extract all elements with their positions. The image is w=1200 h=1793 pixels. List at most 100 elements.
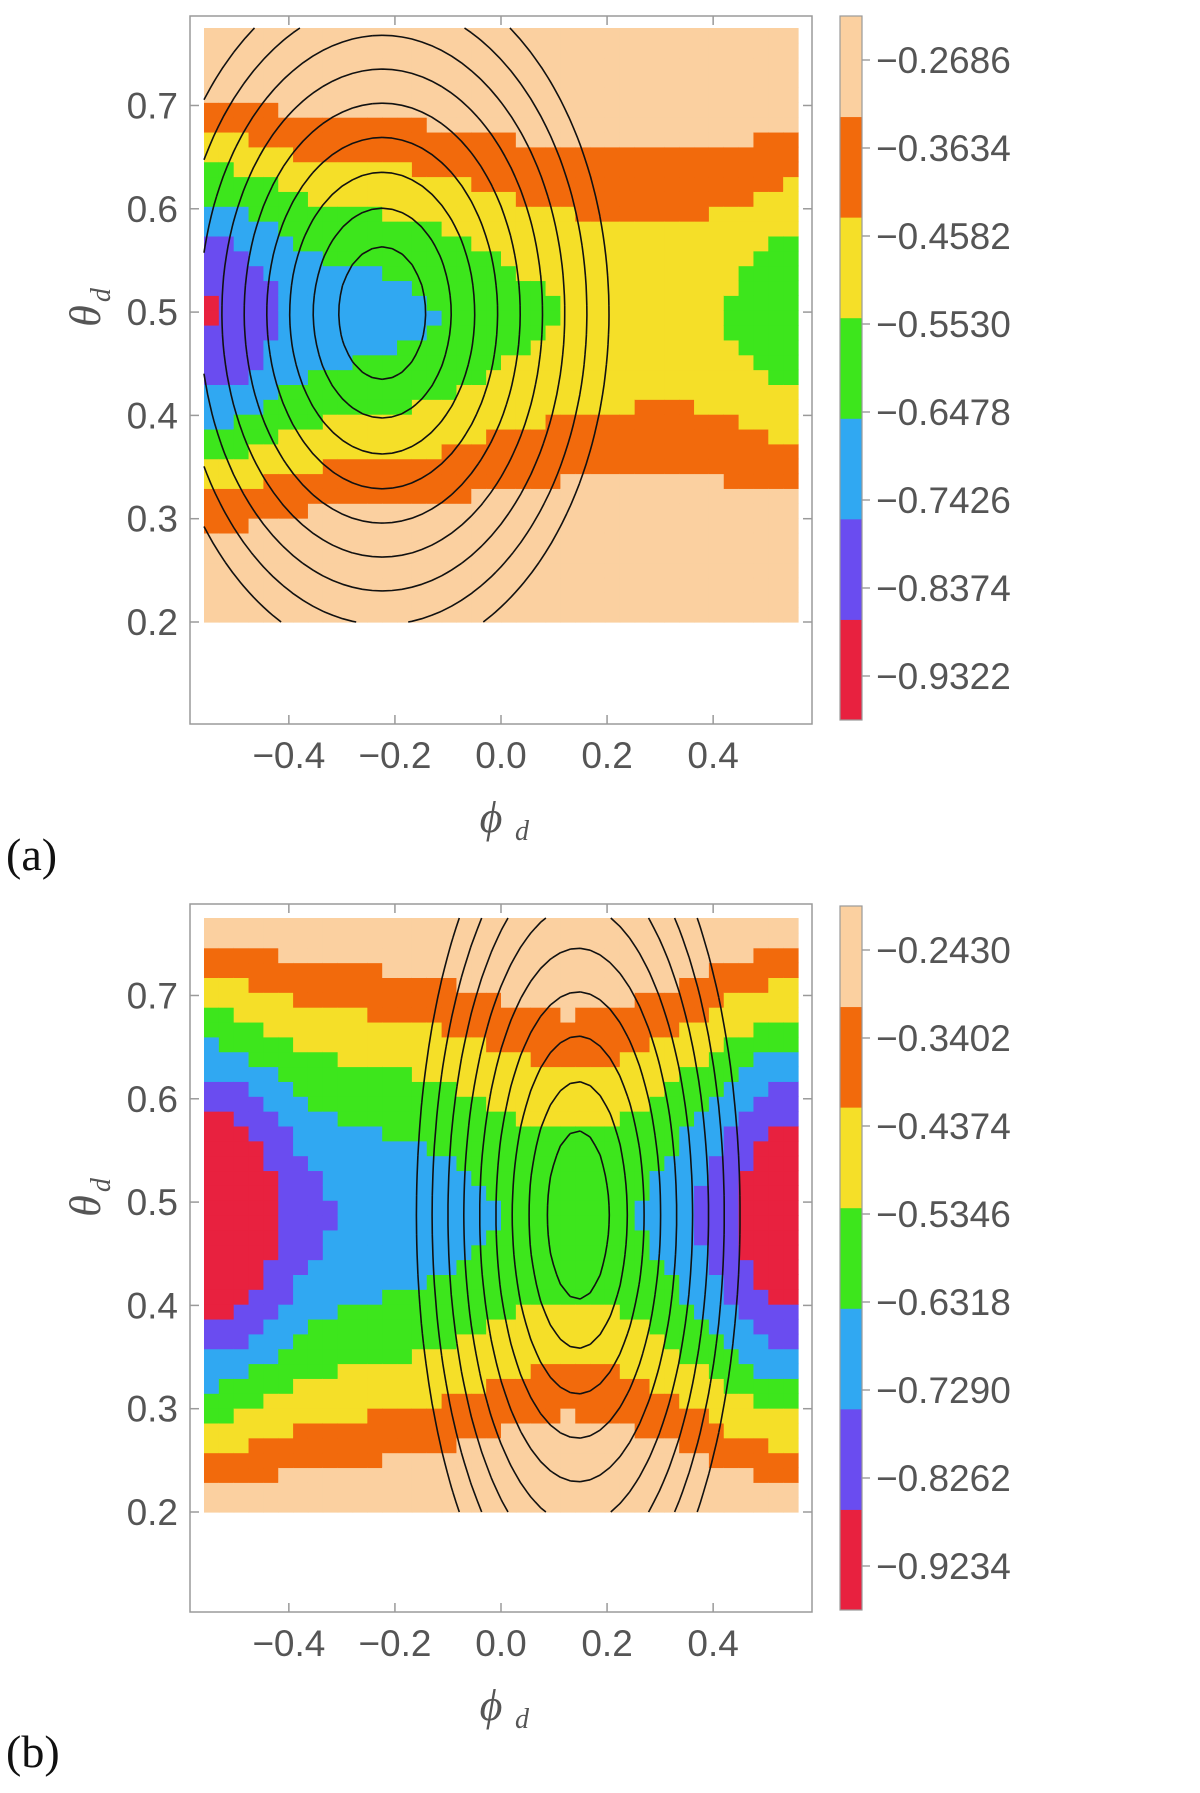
heatmap-cell [248, 1215, 264, 1231]
heatmap-cell [679, 206, 695, 222]
heatmap-cell [515, 1021, 532, 1038]
heatmap-cell [694, 473, 710, 489]
heatmap-cell [218, 1021, 235, 1038]
heatmap-cell [649, 1408, 665, 1424]
heatmap-cell [204, 354, 220, 371]
heatmap-cell [664, 176, 680, 192]
heatmap-cell [590, 918, 606, 934]
heatmap-cell [515, 57, 532, 74]
heatmap-cell [604, 918, 621, 934]
heatmap-cell [634, 42, 651, 59]
heatmap-cell [441, 131, 458, 148]
heatmap-cell [619, 1393, 636, 1409]
heatmap-cell [426, 1229, 443, 1246]
heatmap-cell [382, 280, 398, 296]
heatmap-cell [293, 42, 309, 59]
heatmap-cell [783, 265, 799, 282]
heatmap-cell [322, 547, 339, 564]
heatmap-cell [441, 1140, 458, 1157]
heatmap-cell [634, 458, 651, 475]
heatmap-cell [248, 577, 264, 593]
heatmap-cell [694, 1185, 710, 1201]
heatmap-cell [768, 1363, 784, 1379]
heatmap-cell [590, 235, 606, 252]
heatmap-cell [575, 1066, 591, 1082]
heatmap-cell [708, 488, 725, 504]
heatmap-cell [530, 992, 547, 1008]
heatmap-cell [768, 1200, 784, 1216]
heatmap-cell [263, 1378, 279, 1394]
heatmap-cell [515, 1111, 532, 1127]
heatmap-cell [753, 607, 769, 623]
heatmap-cell [783, 250, 799, 267]
heatmap-cell [515, 369, 532, 385]
heatmap-cell [441, 1051, 458, 1068]
heatmap-cell [204, 1348, 220, 1365]
heatmap-cell [397, 1393, 413, 1409]
heatmap-cell [515, 458, 532, 475]
heatmap-cell [278, 1111, 294, 1127]
heatmap-cell [204, 1482, 220, 1498]
heatmap-cell [486, 221, 502, 237]
heatmap-cell [664, 1200, 680, 1216]
heatmap-cell [248, 87, 264, 103]
heatmap-cell [441, 1497, 458, 1513]
heatmap-cell [664, 1007, 680, 1023]
heatmap-cell [604, 1497, 621, 1513]
heatmap-cell [679, 532, 695, 549]
heatmap-cell [649, 339, 665, 356]
contour-line [447, 917, 710, 1513]
heatmap-cell [382, 399, 398, 415]
heatmap-cell [441, 1318, 458, 1335]
heatmap-cell [263, 1021, 279, 1038]
y-axis-label-group: θd [61, 1177, 117, 1217]
heatmap-cell [753, 1051, 769, 1068]
heatmap-cell [218, 1140, 235, 1157]
heatmap-cell [501, 532, 517, 549]
heatmap-cell [218, 42, 235, 59]
heatmap-cell [397, 473, 413, 489]
heatmap-cell [322, 280, 339, 296]
heatmap-cell [248, 518, 264, 534]
heatmap-cell [322, 532, 339, 549]
heatmap-cell [619, 428, 636, 445]
heatmap-cell [575, 1422, 591, 1439]
heatmap-cell [530, 577, 547, 593]
heatmap-cell [233, 607, 250, 623]
heatmap-cell [783, 42, 799, 59]
heatmap-cell [515, 1081, 532, 1097]
heatmap-cell [738, 1259, 755, 1275]
heatmap-cell [530, 932, 547, 949]
heatmap-cell [768, 488, 784, 504]
contour-line [546, 1130, 611, 1300]
heatmap-cell [634, 1081, 651, 1097]
heatmap-cell [278, 265, 294, 282]
heatmap-cell [545, 1378, 561, 1394]
heatmap-cell [367, 161, 383, 178]
heatmap-cell [575, 607, 591, 623]
heatmap-cell [411, 1081, 428, 1097]
heatmap-cell [322, 28, 339, 44]
heatmap-cell [471, 947, 487, 964]
heatmap-cell [575, 1155, 591, 1172]
heatmap-cell [530, 221, 547, 237]
heatmap-cell [501, 1274, 517, 1290]
heatmap-cell [307, 1452, 324, 1469]
heatmap-cell [753, 1333, 769, 1350]
heatmap-cell [604, 1021, 621, 1038]
heatmap-cell [708, 310, 725, 326]
heatmap-cell [367, 932, 383, 949]
heatmap-cell [352, 428, 368, 445]
heatmap-cell [575, 1244, 591, 1261]
heatmap-cell [486, 1066, 502, 1082]
heatmap-cell [708, 161, 725, 178]
heatmap-cell [768, 1393, 784, 1409]
heatmap-cell [634, 221, 651, 237]
heatmap-cell [218, 1393, 235, 1409]
heatmap-cell [218, 1200, 235, 1216]
heatmap-cell [204, 1304, 220, 1320]
heatmap-cell [560, 1348, 576, 1365]
heatmap-cell [664, 1274, 680, 1290]
heatmap-cell [263, 577, 279, 593]
heatmap-cell [293, 1497, 309, 1513]
